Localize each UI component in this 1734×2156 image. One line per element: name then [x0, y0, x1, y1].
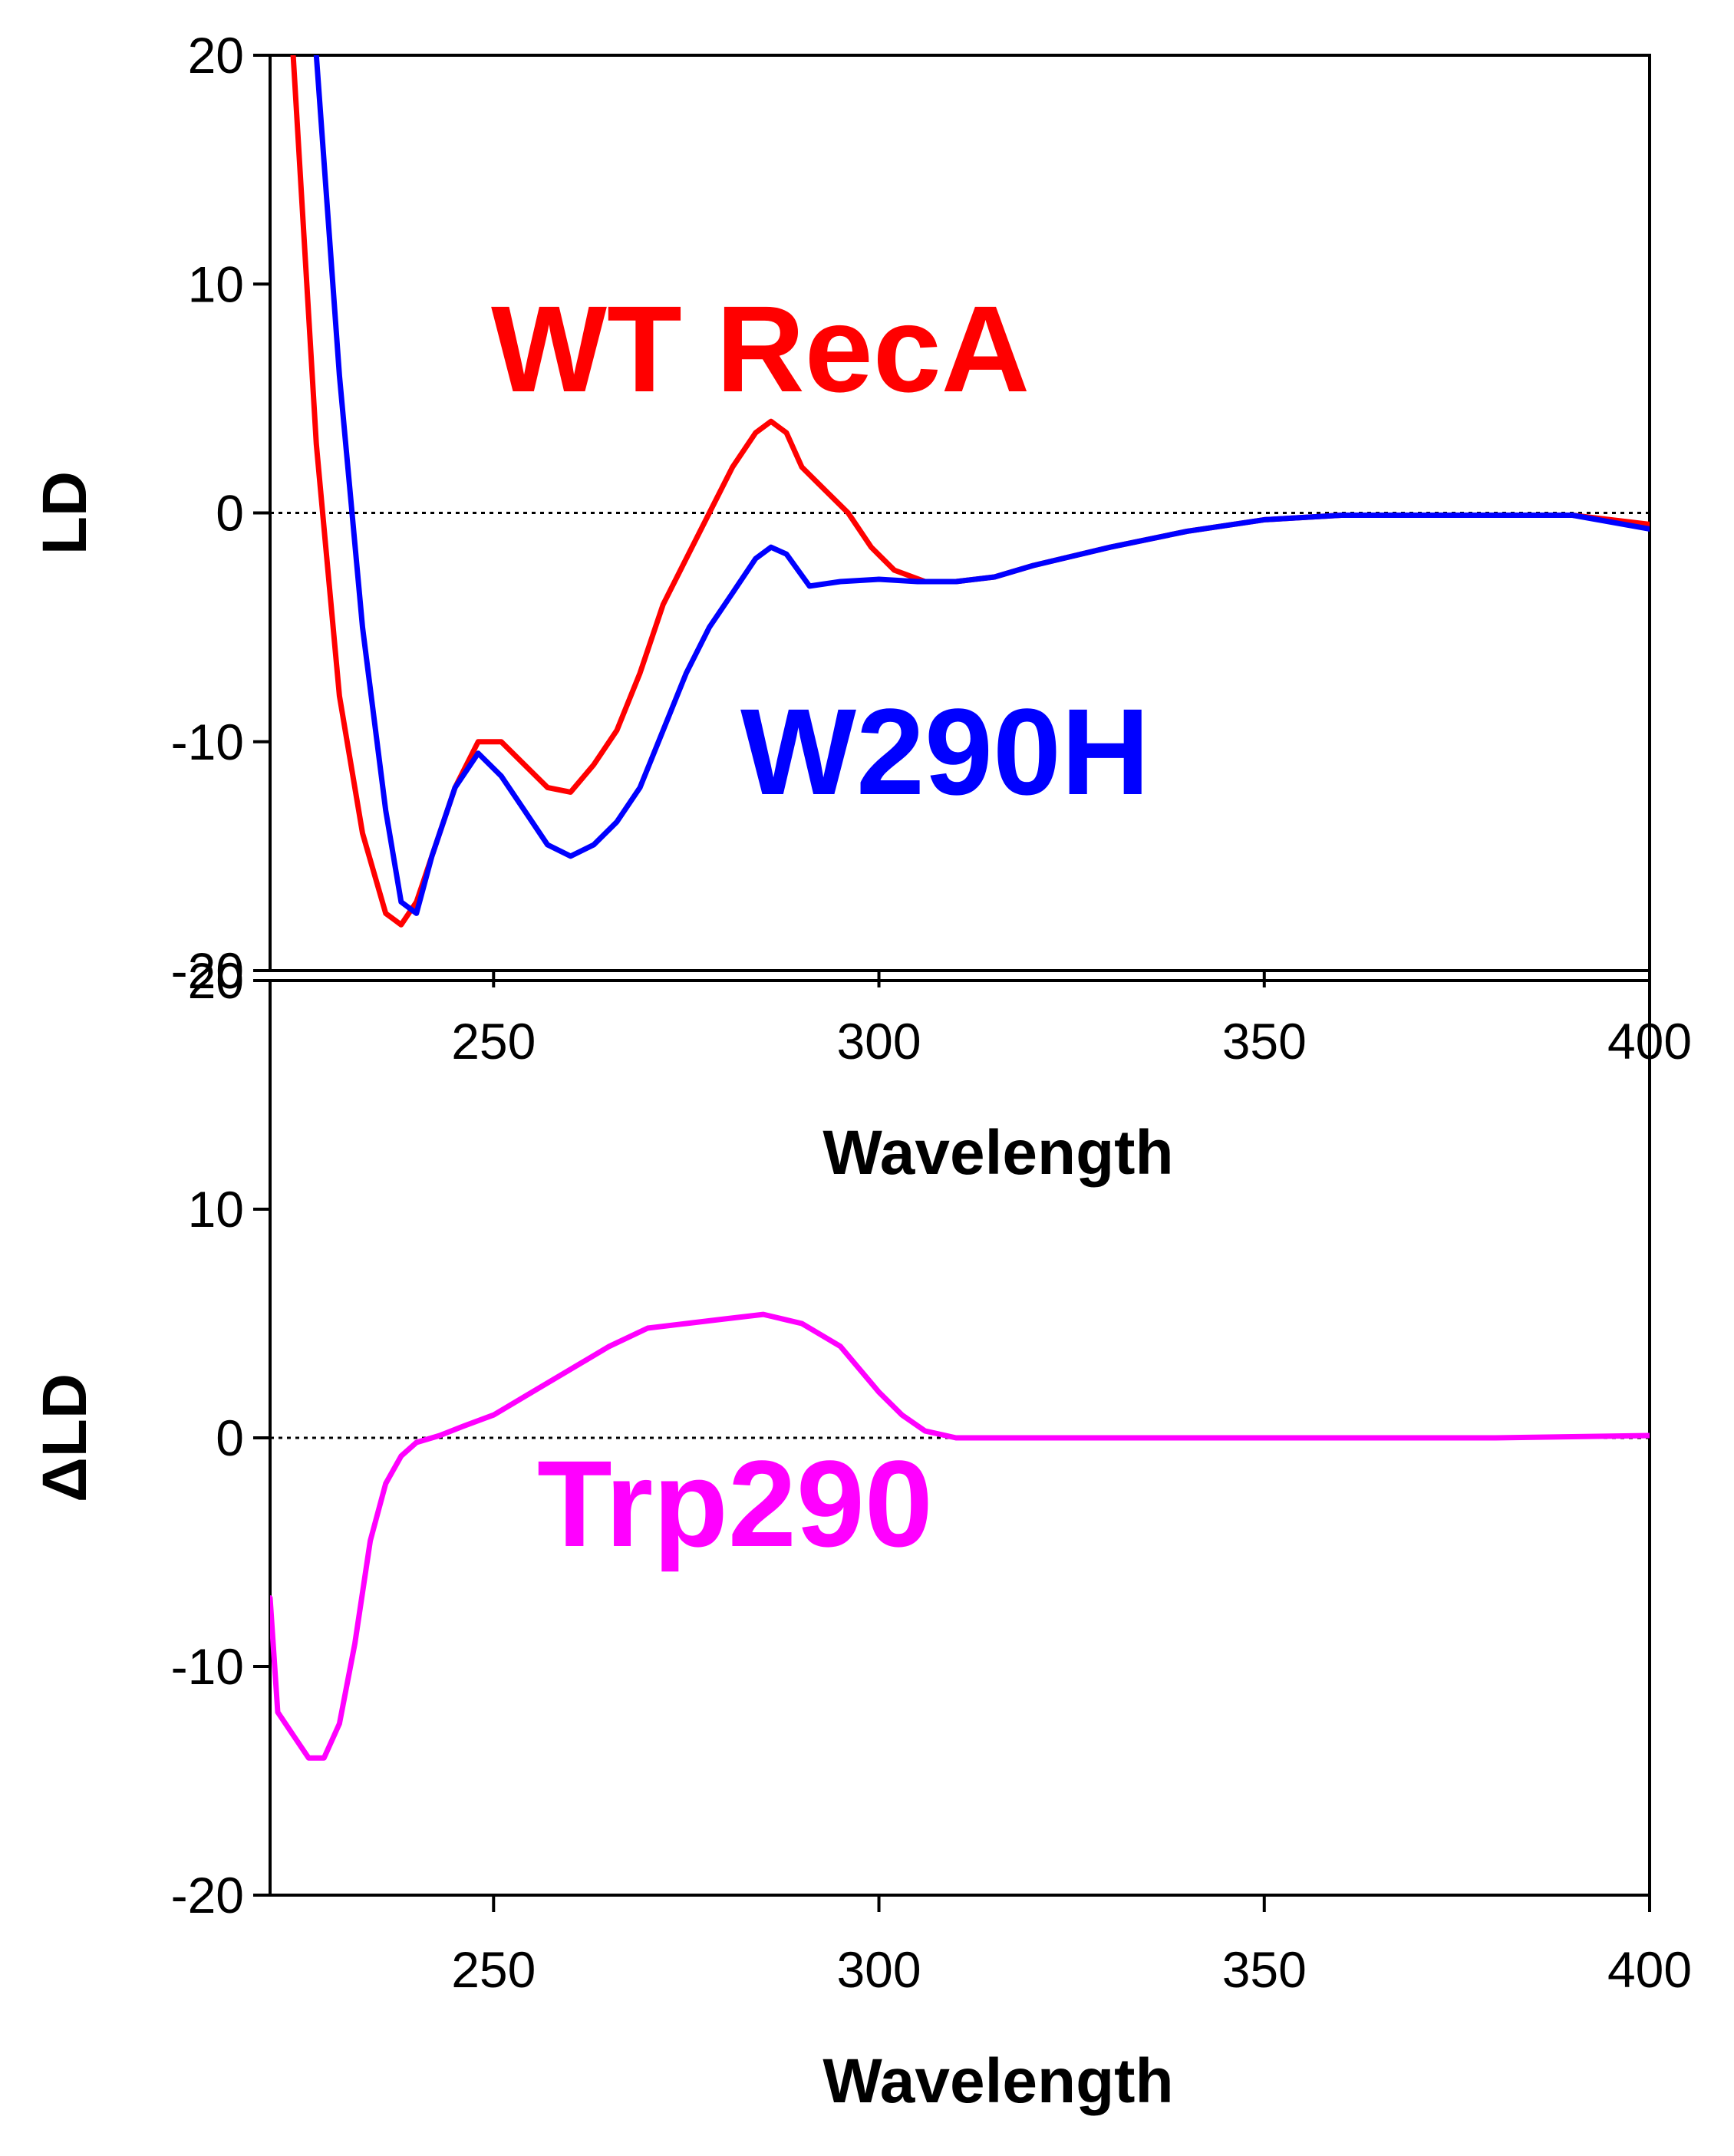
x-tick-label: 350	[1222, 1013, 1307, 1070]
x-tick-label: 250	[451, 1013, 536, 1070]
y-tick-label: -20	[171, 942, 244, 999]
x-tick-label: 250	[451, 1941, 536, 1998]
x-tick-label: 300	[836, 1013, 921, 1070]
y-tick-label: 0	[216, 1409, 244, 1466]
x-tick-label: 350	[1222, 1941, 1307, 1998]
y-tick-label: 20	[188, 952, 244, 1009]
x-tick-label: 300	[836, 1941, 921, 1998]
y-tick-label: -20	[171, 1867, 244, 1924]
x-axis-title: Wavelength	[822, 1118, 1173, 1188]
y-tick-label: 20	[188, 27, 244, 84]
series-label-w290h: W290H	[740, 683, 1150, 820]
y-tick-label: 0	[216, 485, 244, 542]
y-axis-title: ΔLD	[30, 1373, 100, 1502]
y-axis-title: LD	[30, 471, 100, 555]
y-tick-label: -10	[171, 1638, 244, 1695]
x-axis-title: Wavelength	[822, 2046, 1173, 2116]
y-tick-label: 10	[188, 1181, 244, 1238]
series-label-trp290: Trp290	[537, 1435, 933, 1572]
series-line-trp290	[270, 1311, 1650, 1761]
x-tick-label: 400	[1607, 1941, 1692, 1998]
chart-panel-2: 20 10 0 -10 -20 250 300 350 400 Wavelength ΔLD Trp2…	[30, 952, 1692, 2116]
series-line-w290h	[313, 55, 1650, 916]
series-label-wt-reca: WT RecA	[491, 280, 1030, 417]
y-tick-label: -10	[171, 714, 244, 770]
y-tick-label: 10	[188, 255, 244, 312]
